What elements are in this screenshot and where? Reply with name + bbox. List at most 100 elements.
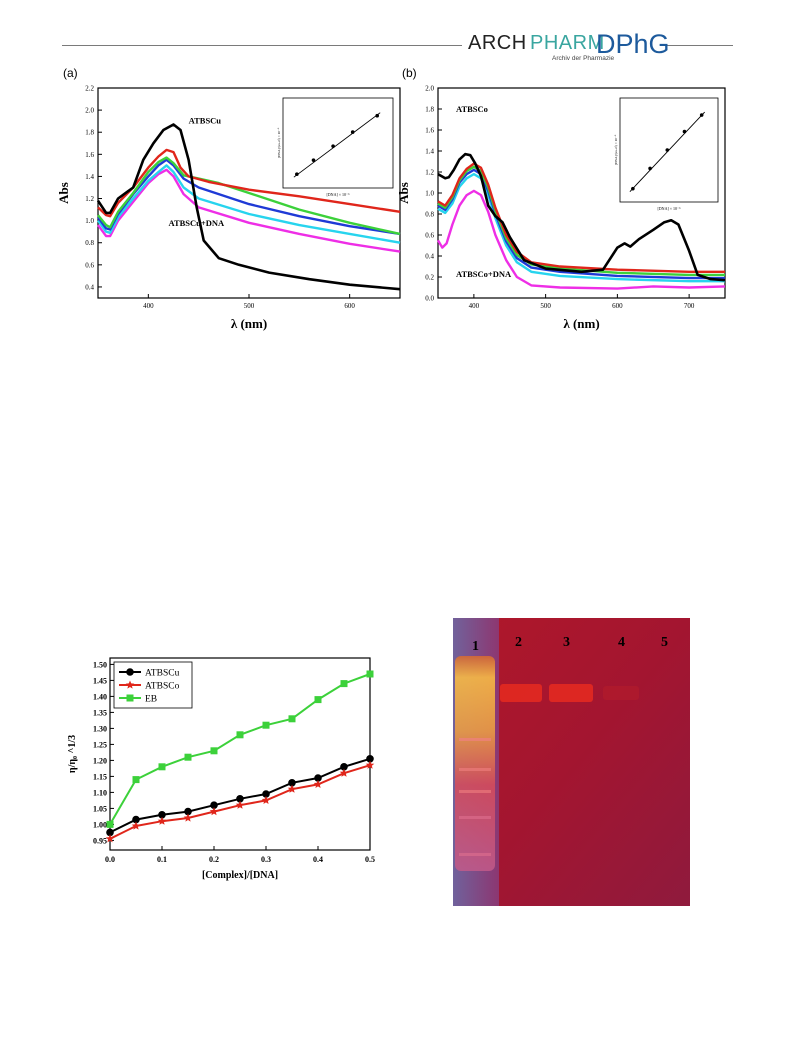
data-point-ATBSCo [157, 816, 167, 825]
x-tick-label: 0.0 [105, 855, 115, 864]
series-line-red [97, 148, 401, 218]
header-rule-right [664, 45, 733, 46]
y-tick-label: 1.8 [85, 129, 94, 137]
y-tick-label: 1.15 [93, 772, 107, 781]
x-tick-label: 600 [612, 302, 623, 310]
gel-lane-label: 4 [618, 635, 625, 650]
inset-y-label: [DNA]/(εa-εf) × 10⁻⁹ [614, 134, 618, 165]
data-point-ATBSCo [105, 834, 115, 843]
gel-lane2-band [500, 684, 542, 702]
gel-lane4-band [603, 686, 639, 700]
y-tick-label: 1.2 [85, 195, 94, 203]
y-tick-label: 1.4 [425, 148, 434, 156]
annotation-label: ATBSCo [456, 104, 488, 114]
y-tick-label: 1.4 [85, 173, 94, 181]
inset-point [295, 172, 299, 176]
uv-chart-b: 0.0 0.2 0.4 0.6 0.8 1.0 1.2 1.4 1.6 1.8 2.0 400 500 6… [396, 85, 726, 331]
y-tick-label: 0.0 [425, 295, 434, 303]
y-tick-label: 0.6 [425, 232, 434, 240]
uv-chart-a: 0.4 0.6 0.8 1.0 1.2 1.4 1.6 1.8 2.0 2.2 400 500 600 λ… [56, 85, 401, 331]
gel-lane1-band [459, 853, 491, 856]
y-tick-label: 1.40 [93, 692, 107, 701]
y-tick-label: 0.6 [85, 261, 94, 269]
y-tick-label: 1.10 [93, 788, 107, 797]
data-point-ATBSCo [313, 779, 323, 788]
logo-arch: ARCH [468, 32, 527, 54]
y-tick-label: 1.00 [93, 820, 107, 829]
gel-electrophoresis-image: 1 2 3 4 5 [453, 618, 690, 906]
inset-x-label: [DNA] × 10⁻⁶ [657, 206, 681, 211]
y-tick-label: 1.0 [85, 217, 94, 225]
logo-dphg: DPhG [596, 29, 670, 59]
gel-lane1-smear [455, 656, 495, 871]
y-tick-label: 0.8 [425, 211, 434, 219]
y-tick-label: 1.30 [93, 724, 107, 733]
annotation-label: ATBSCu+DNA [168, 218, 225, 228]
inset-point [699, 113, 704, 117]
y-tick-label: 1.20 [93, 756, 107, 765]
data-point-EB [262, 721, 270, 729]
gel-lane-label: 1 [472, 639, 479, 654]
y-tick-label: 2.2 [85, 85, 94, 93]
data-point-ATBSCu [262, 790, 270, 798]
y-tick-label: 1.0 [425, 190, 434, 198]
y-tick-label: 1.6 [425, 127, 434, 135]
y-axis-label: Abs [56, 182, 71, 204]
data-point-ATBSCo [183, 813, 193, 822]
panel-label-a: (a) [63, 66, 78, 80]
annotation-label: ATBSCo+DNA [456, 269, 512, 279]
data-point-EB [288, 715, 296, 723]
data-point-EB [184, 753, 192, 761]
gel-svg: 1 2 3 4 5 [453, 618, 690, 906]
inset-point [631, 186, 635, 191]
legend-label: ATBSCu [145, 669, 180, 679]
y-tick-label: 0.2 [425, 274, 434, 282]
data-point-EB [314, 696, 322, 704]
y-tick-label: 0.8 [85, 239, 94, 247]
panel-label-b: (b) [402, 66, 417, 80]
y-axis-label: Abs [396, 182, 411, 204]
series-line-black [437, 152, 726, 282]
y-axis-label: η/η₀ ^1/3 [67, 735, 78, 773]
gel-lane-label: 3 [563, 635, 570, 650]
series-line-magenta [436, 189, 726, 290]
inset-point [648, 166, 652, 171]
x-tick-label: 0.4 [313, 855, 323, 864]
data-point-EB [106, 820, 114, 828]
data-point-ATBSCu [366, 755, 374, 763]
inset-point [682, 129, 687, 134]
x-tick-label: 500 [244, 302, 255, 310]
inset-frame [282, 97, 394, 189]
y-tick-label: 1.6 [85, 151, 94, 159]
inset-point [311, 158, 316, 162]
x-tick-label: 0.3 [261, 855, 271, 864]
x-axis-label: [Complex]/[DNA] [202, 870, 278, 881]
y-tick-label: 0.4 [425, 253, 434, 261]
x-tick-label: 0.5 [365, 855, 375, 864]
x-tick-label: 600 [344, 302, 355, 310]
data-point-EB [210, 747, 218, 755]
y-tick-label: 0.4 [85, 283, 94, 291]
logo-subtitle: Archiv der Pharmazie [552, 55, 615, 62]
data-point-EB [340, 680, 348, 688]
inset-point [350, 130, 355, 134]
data-point-EB [132, 776, 140, 784]
series-line-black [96, 123, 401, 291]
y-tick-label: 2.0 [85, 107, 94, 115]
data-point-ATBSCu [314, 774, 322, 782]
viscosity-chart: 0.95 1.00 1.05 1.10 1.15 1.20 1.25 1.30 1.35 1.40… [67, 657, 375, 881]
inset-x-label: [DNA] × 10⁻⁶ [326, 192, 350, 197]
series-line-red [437, 162, 725, 273]
legend-swatch-marker [126, 668, 134, 676]
gel-lane3-band [549, 684, 593, 702]
data-point-ATBSCo [339, 768, 349, 777]
plot-frame [109, 657, 371, 851]
data-point-ATBSCu [158, 811, 166, 819]
data-point-ATBSCo [287, 784, 297, 793]
data-point-ATBSCu [210, 801, 218, 809]
data-point-ATBSCu [340, 763, 348, 771]
data-point-ATBSCo [209, 807, 219, 816]
x-tick-label: 0.1 [157, 855, 167, 864]
y-tick-label: 1.05 [93, 804, 107, 813]
inset-point [331, 144, 335, 148]
